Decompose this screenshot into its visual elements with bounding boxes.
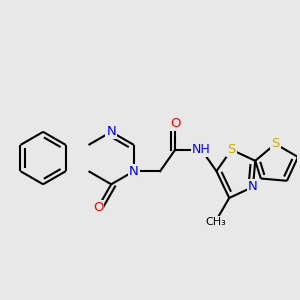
- Text: O: O: [93, 201, 104, 214]
- Text: N: N: [106, 125, 116, 138]
- Text: N: N: [248, 180, 258, 194]
- Text: CH₃: CH₃: [206, 217, 226, 227]
- Text: O: O: [170, 117, 180, 130]
- Text: S: S: [271, 137, 280, 150]
- Text: S: S: [227, 143, 236, 156]
- Text: NH: NH: [192, 143, 211, 156]
- Text: N: N: [129, 165, 139, 178]
